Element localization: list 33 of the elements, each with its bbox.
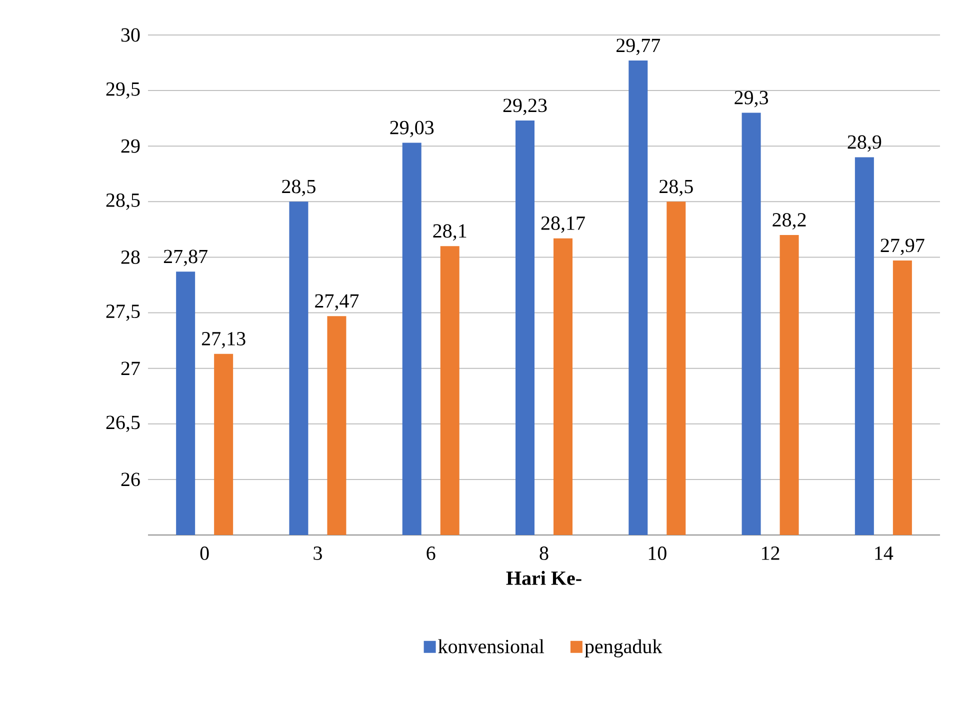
data-label: 29,23 bbox=[503, 98, 547, 116]
x-tick-label: 8 bbox=[540, 546, 548, 560]
data-label: 28,5 bbox=[282, 180, 316, 196]
data-label: 27,47 bbox=[315, 294, 359, 311]
data-label: 28,9 bbox=[848, 135, 882, 152]
legend-label: pengaduk bbox=[584, 639, 662, 658]
y-tick-label: 26,5 bbox=[106, 416, 140, 432]
x-tick-label: 14 bbox=[875, 546, 894, 560]
x-tick-label: 0 bbox=[200, 546, 209, 560]
y-tick-label: 29 bbox=[121, 139, 140, 153]
y-tick-label: 27 bbox=[121, 362, 140, 375]
data-label: 28,17 bbox=[541, 216, 585, 233]
data-label: 28,5 bbox=[660, 180, 693, 196]
y-tick-label: 28,5 bbox=[106, 193, 140, 210]
data-label: 29,77 bbox=[616, 38, 660, 56]
data-label: 27,87 bbox=[164, 250, 208, 266]
data-label: 28,1 bbox=[433, 224, 466, 241]
data-label: 27,97 bbox=[880, 238, 924, 256]
data-label: 29,3 bbox=[734, 90, 768, 108]
data-label: 28,2 bbox=[772, 213, 806, 230]
data-label: 27,13 bbox=[202, 332, 246, 348]
x-tick-label: 6 bbox=[426, 546, 436, 560]
x-tick-label: 10 bbox=[648, 546, 666, 560]
x-axis-title: Hari Ke- bbox=[506, 570, 582, 585]
y-tick-label: 29,5 bbox=[106, 82, 140, 99]
y-tick-label: 30 bbox=[121, 28, 140, 42]
data-label: 29,03 bbox=[390, 120, 434, 138]
y-tick-label: 26 bbox=[121, 472, 140, 486]
y-tick-label: 28 bbox=[121, 250, 140, 264]
y-tick-label: 27,5 bbox=[106, 304, 140, 321]
x-tick-label: 12 bbox=[762, 546, 780, 560]
x-tick-label: 3 bbox=[314, 546, 322, 560]
legend-label: konvensional bbox=[438, 639, 544, 654]
